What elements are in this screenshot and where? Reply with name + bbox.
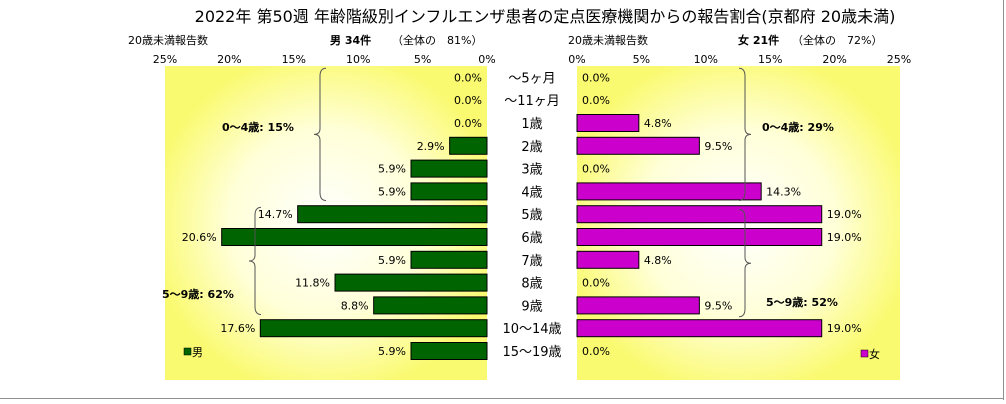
male-bar	[221, 228, 488, 246]
male-legend-swatch	[183, 347, 192, 356]
x-tick-label: 25%	[887, 53, 911, 66]
category-label: 5歳	[521, 208, 542, 223]
male-value-label: 14.7%	[258, 208, 293, 221]
female-legend-swatch	[860, 349, 869, 358]
x-tick-label: 15%	[758, 53, 782, 66]
male-bar	[449, 136, 488, 155]
male-value-label: 0.0%	[454, 71, 482, 84]
category-label: ～11ヶ月	[504, 94, 560, 109]
male-value-label: 5.9%	[378, 163, 406, 176]
right-x-tick-labels: 0% 5% 10% 15% 20% 25%	[568, 53, 911, 66]
male-bar	[410, 342, 488, 360]
female-group-label-0-4: 0～4歳: 29%	[762, 120, 834, 134]
male-bar	[410, 250, 488, 269]
female-bars: 0.0% 0.0% 4.8% 9.5% 0.0% 14.3% 19.0% 19.0% 4.8% 0…	[576, 71, 862, 358]
chart-title: 2022年 第50週 年齢階級別インフルエンザ患者の定点医療機関からの報告割合(…	[195, 7, 896, 26]
male-value-label: 17.6%	[220, 322, 255, 335]
male-bars: 0.0% 0.0% 0.0% 2.9% 5.9% 5.9% 14.7% 20.6% 5.9% 11…	[182, 71, 488, 360]
right-axis-label: 20歳未満報告数	[568, 34, 648, 47]
female-value-label: 19.0%	[827, 322, 862, 335]
male-group-label-5-9: 5～9歳: 62%	[162, 287, 234, 301]
category-label: 10～14歳	[502, 322, 561, 337]
male-header-name: 男 34件	[330, 33, 371, 47]
female-value-label: 0.0%	[582, 94, 610, 107]
male-value-label: 20.6%	[182, 231, 217, 244]
female-bar	[576, 296, 700, 315]
female-value-label: 0.0%	[582, 163, 610, 176]
male-value-label: 0.0%	[454, 94, 482, 107]
x-tick-label: 20%	[217, 53, 241, 66]
male-legend-label: 男	[192, 346, 203, 359]
male-group-label-0-4: 0～4歳: 15%	[222, 120, 294, 134]
female-bar	[576, 228, 823, 246]
female-value-label: 4.8%	[644, 254, 672, 267]
category-label: 4歳	[521, 185, 542, 200]
category-label: 3歳	[521, 163, 542, 178]
x-tick-label: 5%	[414, 53, 431, 66]
female-value-label: 9.5%	[704, 299, 732, 312]
group-brackets	[248, 67, 752, 318]
female-bracket-0-4	[738, 67, 752, 202]
female-value-label: 19.0%	[827, 231, 862, 244]
female-value-label: 14.3%	[766, 185, 801, 198]
category-label: 2歳	[521, 140, 542, 155]
male-bar	[334, 273, 488, 292]
category-label: 15～19歳	[502, 345, 561, 360]
left-axis-label: 20歳未満報告数	[128, 34, 208, 47]
female-header-name: 女 21件	[738, 33, 779, 47]
category-label: 6歳	[521, 231, 542, 246]
female-bracket-5-9	[738, 209, 752, 318]
female-group-label-5-9: 5～9歳: 52%	[766, 295, 838, 309]
left-x-tick-labels: 25% 20% 15% 10% 5% 0%	[153, 53, 496, 66]
male-bar	[373, 296, 488, 315]
female-value-label: 9.5%	[704, 140, 732, 153]
female-bar	[576, 182, 762, 201]
category-label: 7歳	[521, 254, 542, 269]
female-value-label: 4.8%	[644, 117, 672, 130]
x-tick-label: 10%	[346, 53, 370, 66]
male-bracket-5-9	[248, 206, 262, 316]
male-value-label: 5.9%	[378, 345, 406, 358]
x-tick-label: 0%	[568, 53, 585, 66]
x-tick-label: 25%	[153, 53, 177, 66]
female-legend-label: 女	[869, 347, 880, 361]
x-tick-label: 0%	[478, 53, 495, 66]
female-bar	[576, 319, 823, 338]
female-bar	[576, 250, 640, 269]
male-bar	[259, 319, 488, 338]
female-value-label: 0.0%	[582, 345, 610, 358]
male-header-share: （全体の 81%）	[392, 33, 482, 47]
male-bar	[297, 205, 488, 224]
female-bar	[576, 114, 640, 132]
male-value-label: 5.9%	[378, 185, 406, 198]
female-bar	[576, 205, 823, 224]
female-header-share: （全体の 72%）	[792, 33, 882, 47]
x-tick-label: 15%	[282, 53, 306, 66]
category-label: ～5ヶ月	[508, 71, 555, 86]
male-bar	[410, 182, 488, 201]
male-value-label: 2.9%	[417, 140, 445, 153]
category-label: 8歳	[521, 277, 542, 292]
category-label: 1歳	[521, 117, 542, 132]
male-value-label: 5.9%	[378, 254, 406, 267]
age-category-labels: ～5ヶ月 ～11ヶ月 1歳 2歳 3歳 4歳 5歳 6歳 7歳 8歳 9歳 10～14歳 15～19歳	[502, 71, 561, 360]
category-label: 9歳	[521, 299, 542, 314]
female-bar	[576, 136, 700, 155]
male-bracket-0-4	[313, 67, 327, 202]
x-tick-label: 5%	[633, 53, 650, 66]
male-value-label: 8.8%	[341, 299, 369, 312]
x-tick-label: 20%	[822, 53, 846, 66]
x-tick-label: 10%	[694, 53, 718, 66]
male-bar	[410, 159, 488, 178]
male-value-label: 0.0%	[454, 117, 482, 130]
female-value-label: 19.0%	[827, 208, 862, 221]
female-value-label: 0.0%	[582, 71, 610, 84]
male-value-label: 11.8%	[295, 277, 330, 290]
female-value-label: 0.0%	[582, 277, 610, 290]
